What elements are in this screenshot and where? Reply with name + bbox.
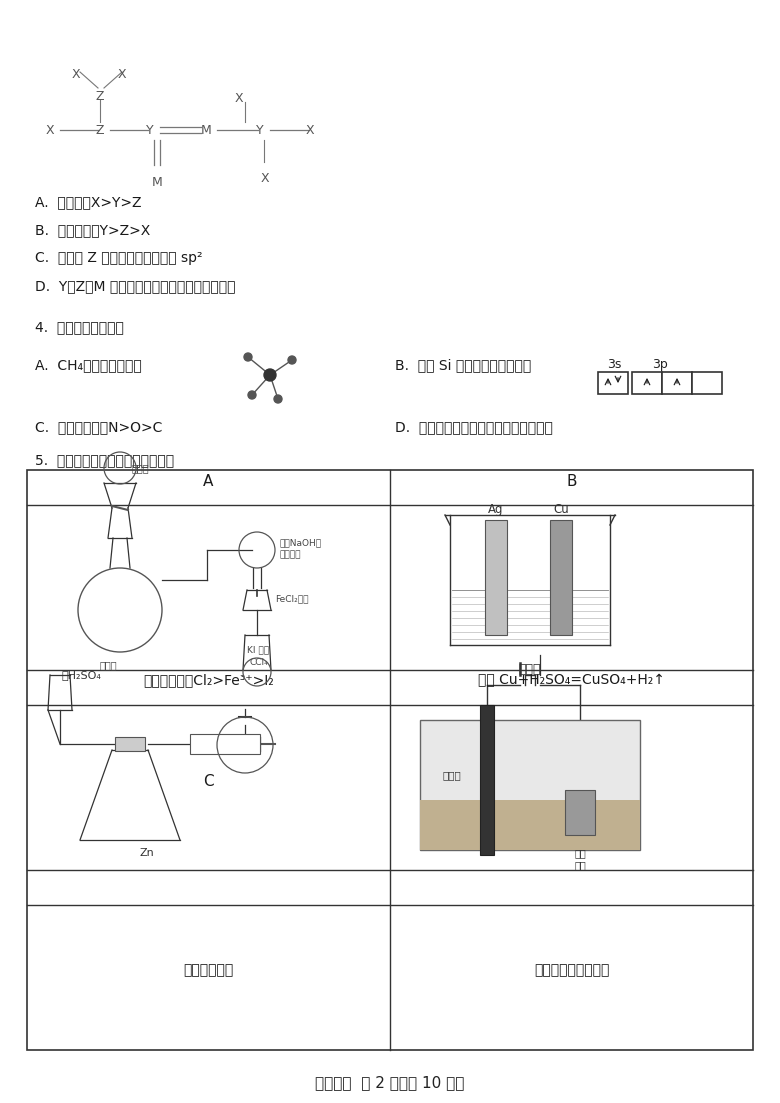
Text: 液的棉花: 液的棉花 [279, 550, 300, 559]
Text: C: C [203, 774, 214, 789]
Text: 4.  下列说法错误的是: 4. 下列说法错误的是 [35, 320, 124, 334]
Bar [27, 470, 753, 1050]
Text: 铁闸门: 铁闸门 [442, 770, 462, 780]
Bar [190, 733, 260, 754]
Bar [420, 720, 640, 850]
Text: X: X [261, 172, 270, 185]
Text: 测定反应速率: 测定反应速率 [183, 964, 234, 977]
Bar [632, 372, 662, 394]
Text: 化学试题  第 2 页（共 10 页）: 化学试题 第 2 页（共 10 页） [315, 1075, 465, 1090]
Text: Y: Y [256, 124, 264, 137]
Text: B.  原子半径：Y>Z>X: B. 原子半径：Y>Z>X [35, 223, 151, 237]
Text: 稀硫酸: 稀硫酸 [519, 663, 541, 676]
Text: C.  第一电离能：N>O>C: C. 第一电离能：N>O>C [35, 420, 162, 433]
Text: Z: Z [96, 124, 105, 137]
Bar [692, 372, 722, 394]
Text: X: X [306, 124, 314, 137]
Bar [480, 705, 494, 855]
Text: Zn: Zn [140, 848, 154, 858]
Bar [598, 372, 628, 394]
Text: KI 溶液: KI 溶液 [247, 645, 269, 654]
Circle shape [288, 356, 296, 364]
Text: D.  Y、Z、M 的最高价氧化物的水化物均为强酸: D. Y、Z、M 的最高价氧化物的水化物均为强酸 [35, 279, 236, 293]
Text: 稀H₂SO₄: 稀H₂SO₄ [62, 670, 102, 681]
Bar [420, 800, 640, 850]
Text: 漂白粉: 漂白粉 [100, 660, 118, 670]
Bar [565, 790, 595, 835]
Text: Z: Z [96, 90, 105, 103]
Text: C.  分子中 Z 原子的杂化方式均为 sp²: C. 分子中 Z 原子的杂化方式均为 sp² [35, 251, 203, 265]
Text: 阳极: 阳极 [574, 860, 586, 870]
Text: 浸有NaOH溶: 浸有NaOH溶 [279, 538, 321, 547]
Circle shape [244, 353, 252, 361]
Text: X: X [72, 68, 80, 81]
Text: 辅助: 辅助 [574, 848, 586, 858]
Bar [550, 520, 572, 635]
Text: Y: Y [146, 124, 154, 137]
Circle shape [274, 395, 282, 403]
Text: X: X [118, 68, 126, 81]
Circle shape [264, 370, 276, 381]
Text: 3s: 3s [607, 358, 622, 371]
Text: B.  基态 Si 原子价电子排布图：: B. 基态 Si 原子价电子排布图： [395, 358, 531, 372]
Text: A: A [204, 474, 214, 489]
Text: A.  电负性：X>Y>Z: A. 电负性：X>Y>Z [35, 195, 141, 208]
Text: 5.  下列装置或措施能达到目的的是: 5. 下列装置或措施能达到目的的是 [35, 453, 174, 467]
Text: Ag: Ag [488, 503, 504, 516]
Text: 实现 Cu+H₂SO₄=CuSO₄+H₂↑: 实现 Cu+H₂SO₄=CuSO₄+H₂↑ [478, 674, 665, 687]
Text: D.  石墨质软的原因是其层间作用力微弱: D. 石墨质软的原因是其层间作用力微弱 [395, 420, 553, 433]
Text: FeCl₂溶液: FeCl₂溶液 [275, 595, 309, 603]
Bar [115, 737, 145, 751]
Text: 3p: 3p [652, 358, 668, 371]
Text: CCl₄: CCl₄ [249, 658, 268, 667]
Text: 验证氧化性：Cl₂>Fe³⁺>I₂: 验证氧化性：Cl₂>Fe³⁺>I₂ [143, 674, 274, 687]
Text: M: M [201, 124, 211, 137]
Text: X: X [46, 124, 55, 137]
Text: B: B [566, 474, 576, 489]
Text: 保护铁闸门不被腑蚀: 保护铁闸门不被腑蚀 [534, 964, 609, 977]
Text: M: M [152, 176, 163, 189]
Circle shape [248, 390, 256, 399]
Text: X: X [235, 92, 243, 105]
Text: 濃盐酸: 濃盐酸 [132, 463, 150, 473]
Text: Cu: Cu [553, 503, 569, 516]
Text: A.  CH₄分子球棍模型：: A. CH₄分子球棍模型： [35, 358, 142, 372]
Text: D: D [566, 774, 577, 789]
Bar [662, 372, 692, 394]
Bar [485, 520, 507, 635]
